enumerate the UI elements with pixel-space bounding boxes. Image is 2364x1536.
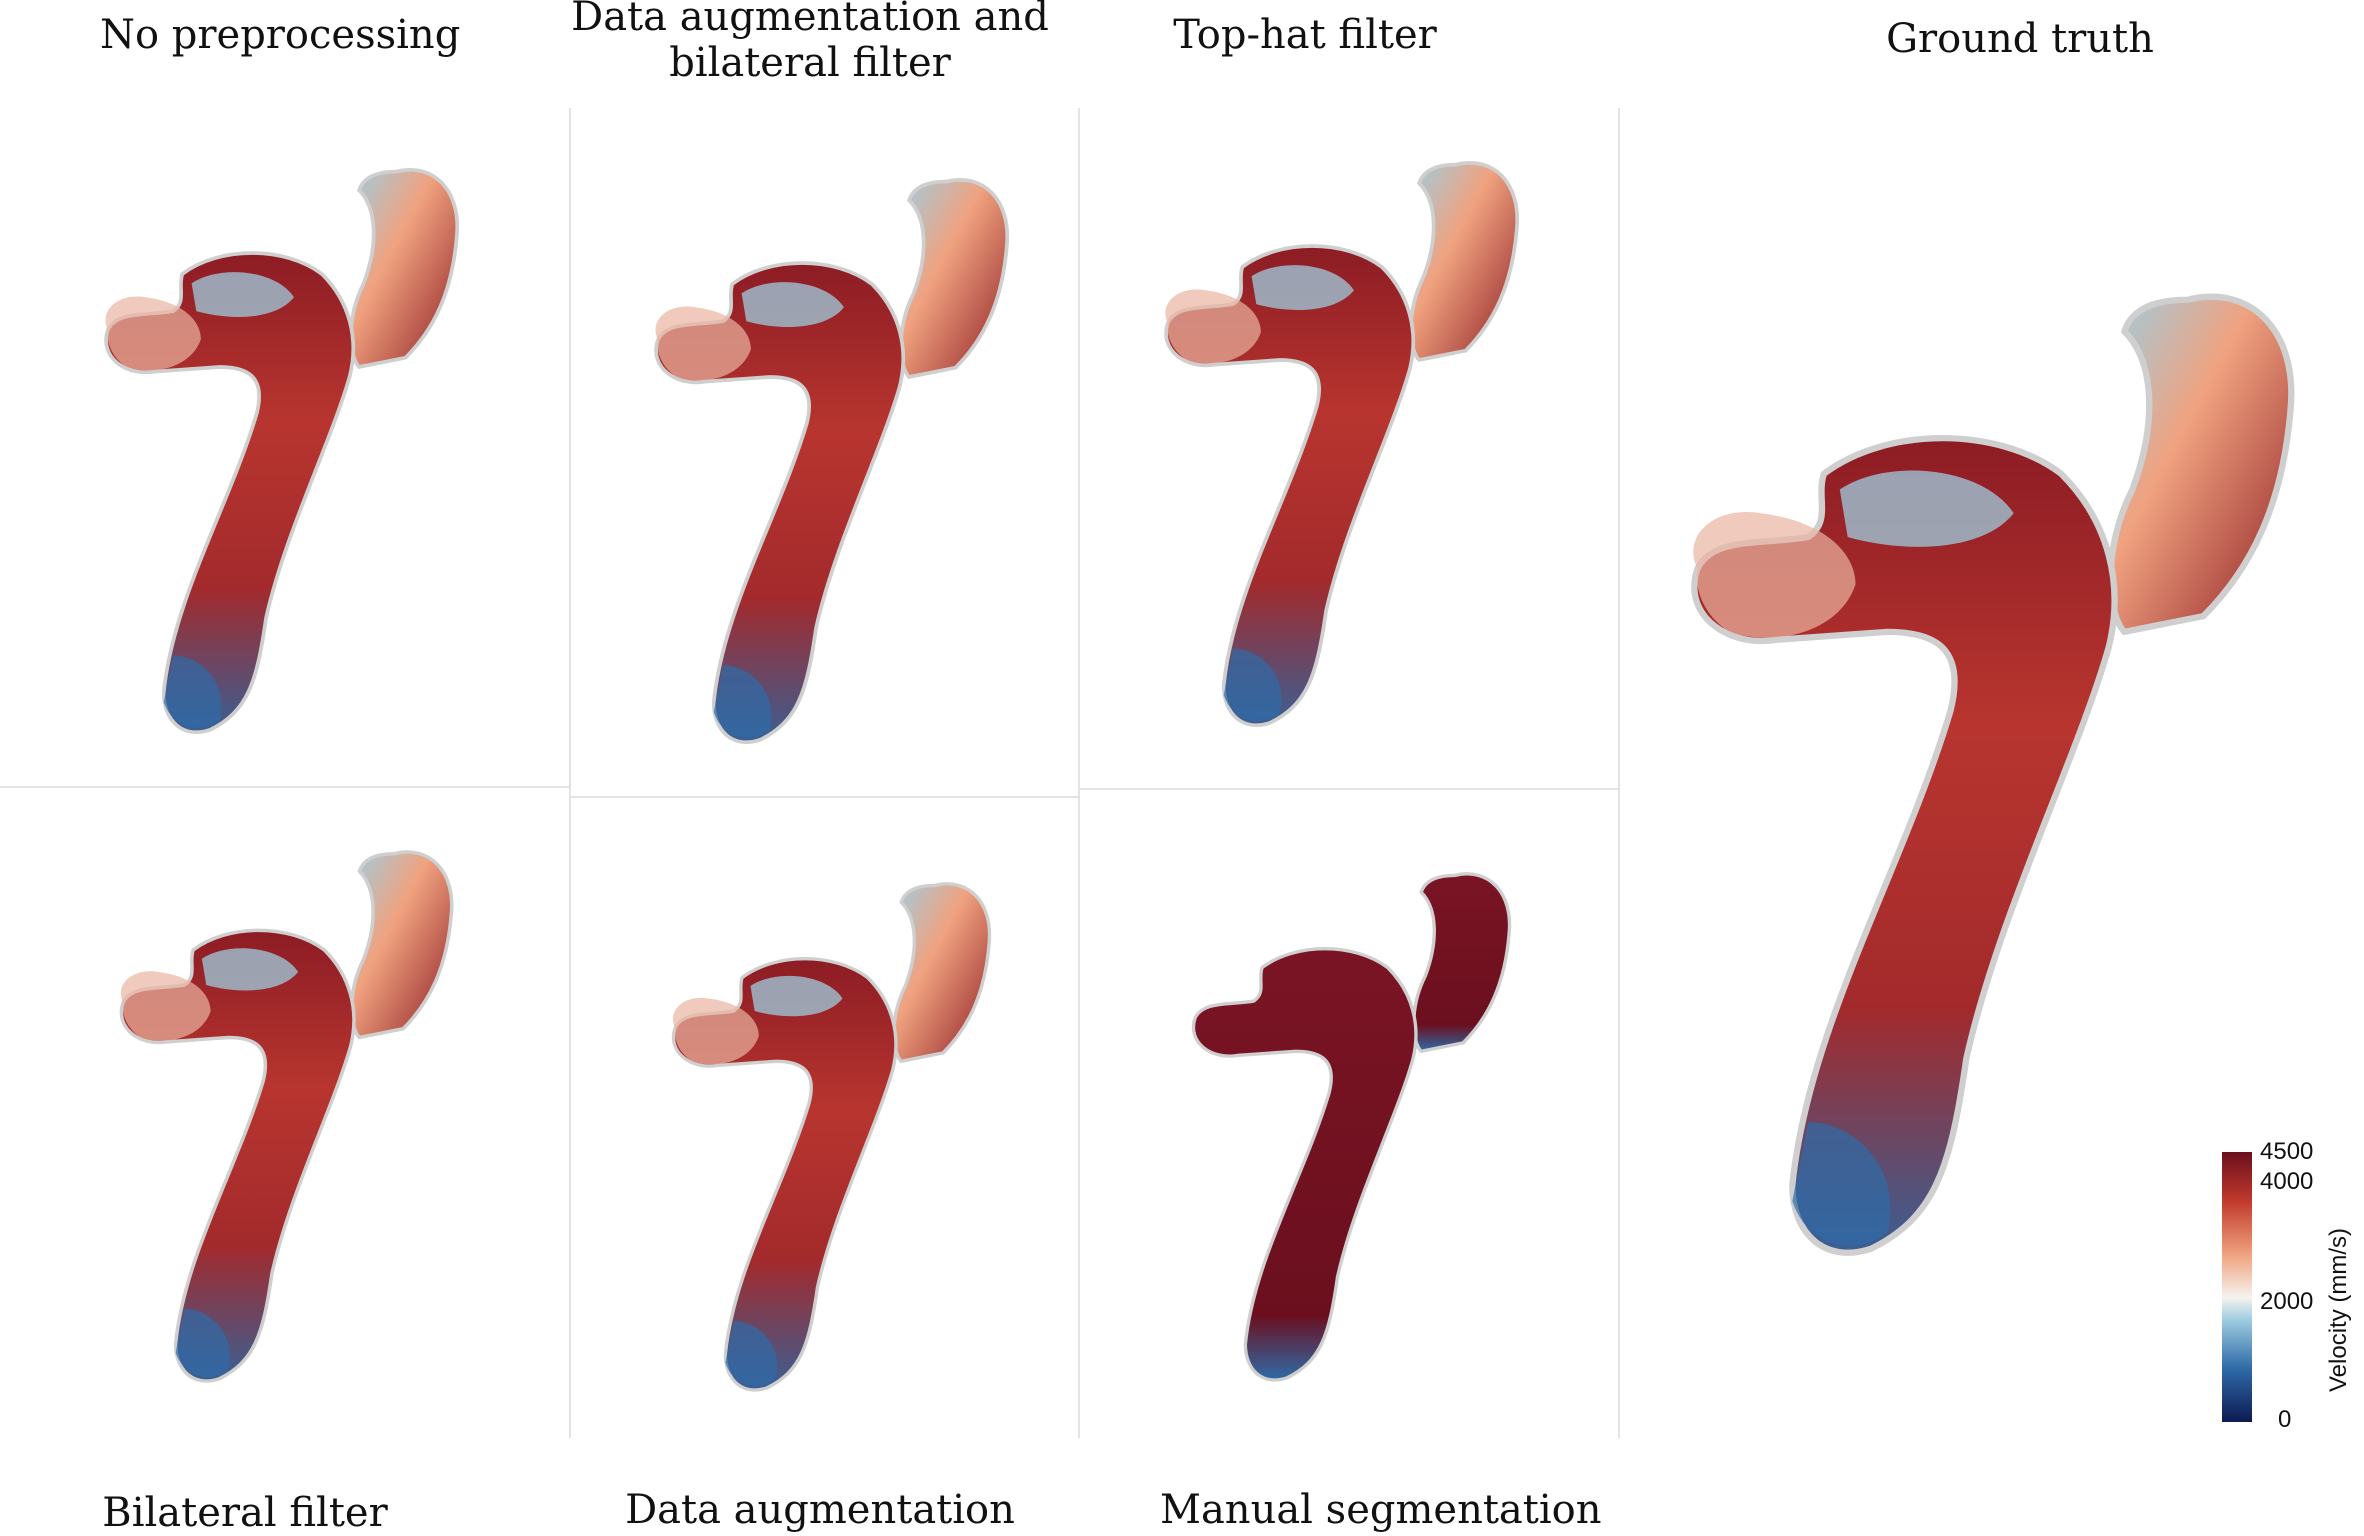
label-augmentation-bilateral-1: Data augmentation and: [571, 0, 1049, 40]
vessel-bilateral: [119, 850, 454, 1383]
divider-h3: [1080, 788, 1618, 790]
divider-v1: [569, 108, 571, 1438]
colorbar-tick-4000: 4000: [2260, 1168, 2314, 1195]
vessel-augmentation: [671, 882, 992, 1392]
vessel-manual-segmentation: [1191, 872, 1512, 1382]
label-augmentation-bilateral-2: bilateral filter: [669, 40, 951, 86]
colorbar-title: Velocity (mm/s): [2325, 1227, 2352, 1392]
vessel-top-hat: [1163, 160, 1520, 728]
vessel-no-preprocessing: [103, 167, 460, 735]
label-top-hat: Top-hat filter: [1173, 12, 1437, 58]
colorbar-tick-2000: 2000: [2260, 1288, 2314, 1315]
colorbar-tick-0: 0: [2278, 1406, 2292, 1433]
label-bilateral: Bilateral filter: [102, 1490, 388, 1536]
velocity-colorbar: [2222, 1152, 2252, 1422]
divider-v2: [1078, 108, 1080, 1438]
label-no-preprocessing: No preprocessing: [100, 12, 461, 58]
colorbar-tick-4500: 4500: [2260, 1138, 2314, 1165]
vessel-augmentation-bilateral: [653, 177, 1010, 745]
divider-v3: [1618, 108, 1620, 1438]
divider-h1: [0, 786, 569, 788]
label-ground-truth: Ground truth: [1886, 16, 2154, 62]
label-augmentation: Data augmentation: [625, 1487, 1015, 1533]
divider-h2: [571, 796, 1078, 798]
label-manual-segmentation: Manual segmentation: [1160, 1487, 1602, 1533]
